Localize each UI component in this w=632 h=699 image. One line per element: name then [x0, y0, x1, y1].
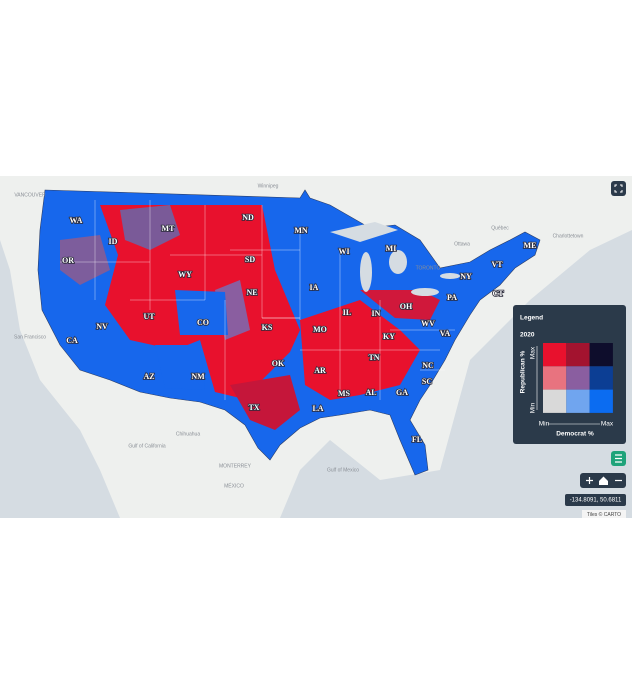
- state-label: WV: [421, 319, 435, 328]
- legend-y-min: Min: [530, 402, 537, 413]
- state-label: NC: [422, 361, 434, 370]
- attribution-box: [582, 510, 626, 518]
- state-label: MT: [162, 224, 176, 233]
- state-label: AR: [314, 366, 326, 375]
- state-label: CA: [66, 336, 78, 345]
- home-button[interactable]: [599, 476, 608, 486]
- state-label: AL: [365, 388, 376, 397]
- place-label: Ottawa: [454, 241, 470, 247]
- place-label: MONTERREY: [219, 463, 252, 469]
- lake: [360, 252, 372, 292]
- state-label: MO: [313, 325, 327, 334]
- state-label: WY: [178, 270, 192, 279]
- legend-cell: [566, 389, 590, 413]
- legend-title: Legend: [520, 315, 543, 322]
- state-labels: WA MT ND MN ID OR SD WI MI ME VT NY WY N…: [61, 212, 537, 445]
- coordinates: -134.8091, 50.6811: [570, 498, 622, 504]
- layers-icon: [615, 454, 622, 463]
- legend-x-axis: Democrat %: [556, 431, 594, 438]
- state-label: NM: [191, 372, 205, 381]
- state-label: LA: [312, 404, 323, 413]
- lake: [440, 273, 460, 279]
- state-label: NV: [96, 322, 108, 331]
- state-label: WI: [338, 247, 349, 256]
- state-label: ME: [524, 241, 537, 250]
- state-label: KS: [262, 323, 273, 332]
- legend-cell: [543, 389, 567, 413]
- state-label: OK: [272, 359, 285, 368]
- state-label: SC: [422, 377, 432, 386]
- state-label: NE: [246, 288, 257, 297]
- legend: Legend 2020 Republican % Max Min Min Max…: [513, 305, 626, 444]
- place-label: Charlottetown: [553, 233, 584, 239]
- state-label: VT: [491, 260, 503, 269]
- place-label: San Francisco: [14, 334, 46, 340]
- state-label: GA: [396, 388, 408, 397]
- state-label: IN: [372, 309, 381, 318]
- legend-y-max: Max: [530, 346, 537, 359]
- legend-cell: [589, 366, 613, 390]
- legend-x-max: Max: [601, 421, 614, 428]
- state-label: OR: [62, 256, 74, 265]
- state-label: TX: [248, 403, 259, 412]
- legend-cell: [543, 343, 567, 367]
- state-label: SD: [245, 255, 255, 264]
- legend-grid: [543, 343, 613, 413]
- map-canvas: VANCOUVER Winnipeg TORONTO Ottawa Québec…: [0, 176, 632, 518]
- place-labels: VANCOUVER Winnipeg TORONTO Ottawa Québec…: [14, 183, 584, 489]
- legend-cell: [589, 343, 613, 367]
- place-label: TORONTO: [416, 265, 441, 271]
- state-label: UT: [143, 312, 155, 321]
- state-label: WA: [70, 216, 83, 225]
- red-region: [360, 290, 440, 320]
- state-label: VA: [440, 329, 451, 338]
- state-label: OH: [400, 302, 413, 311]
- lake: [330, 222, 398, 242]
- place-label: Gulf of Mexico: [327, 467, 359, 473]
- place-label: MÉXICO: [224, 482, 244, 489]
- zoom-in-button[interactable]: [586, 477, 593, 484]
- place-label: Chihuahua: [176, 431, 200, 437]
- state-label: MI: [386, 244, 397, 253]
- state-label: TN: [368, 353, 379, 362]
- state-label: MN: [294, 226, 308, 235]
- place-label: Winnipeg: [258, 183, 279, 189]
- blue-region: [155, 345, 205, 390]
- lake: [411, 288, 439, 296]
- lake: [389, 250, 407, 274]
- legend-cell: [566, 366, 590, 390]
- purple-region: [60, 235, 110, 285]
- place-label: Québec: [491, 225, 509, 231]
- state-label: KY: [383, 332, 395, 341]
- place-label: VANCOUVER: [14, 192, 46, 198]
- state-label: ID: [109, 237, 118, 246]
- legend-cell: [589, 389, 613, 413]
- state-label: NY: [460, 272, 472, 281]
- legend-x-min: Min: [539, 421, 550, 428]
- legend-year: 2020: [520, 332, 535, 339]
- state-label: CO: [197, 318, 209, 327]
- coordinates-box: [565, 494, 626, 506]
- state-label: PA: [447, 293, 457, 302]
- state-label: ND: [242, 213, 254, 222]
- red-region: [230, 375, 300, 430]
- fullscreen-button[interactable]: [611, 181, 626, 196]
- legend-y-axis: Republican %: [520, 350, 527, 393]
- place-label: Gulf of California: [128, 443, 165, 449]
- legend-cell: [566, 343, 590, 367]
- state-borders: [60, 200, 455, 400]
- state-label: CT: [492, 289, 504, 298]
- state-label: IL: [343, 308, 351, 317]
- attribution[interactable]: Tiles © CARTO: [587, 511, 621, 518]
- state-label: IA: [310, 283, 319, 292]
- state-label: MS: [338, 389, 351, 398]
- blue-region: [175, 290, 228, 335]
- state-label: AZ: [143, 372, 154, 381]
- state-label: FL: [412, 435, 422, 444]
- fullscreen-icon: [614, 184, 623, 193]
- legend-cell: [543, 366, 567, 390]
